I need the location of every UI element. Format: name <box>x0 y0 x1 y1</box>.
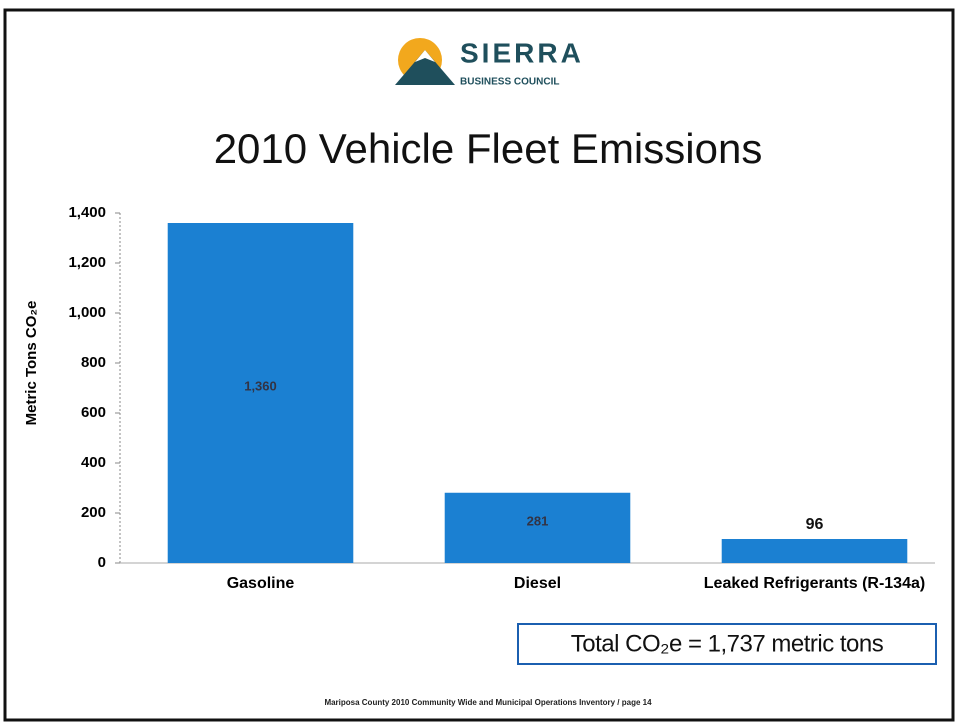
total-box <box>517 623 937 665</box>
value-label: 96 <box>806 516 824 533</box>
chart-title: 2010 Vehicle Fleet Emissions <box>214 125 763 172</box>
logo-subtitle: BUSINESS COUNCIL <box>460 77 559 88</box>
y-tick-label: 1,200 <box>68 254 106 271</box>
y-tick-label: 400 <box>81 454 106 471</box>
y-tick-label: 0 <box>98 554 106 571</box>
bar <box>721 539 908 563</box>
x-tick-label: Leaked Refrigerants (R-134a) <box>704 575 925 592</box>
value-label: 1,360 <box>244 378 277 393</box>
y-tick-label: 800 <box>81 354 106 371</box>
y-tick-label: 1,000 <box>68 304 106 321</box>
footer: Mariposa County 2010 Community Wide and … <box>324 698 652 707</box>
y-axis-label: Metric Tons CO₂e <box>23 301 40 426</box>
value-label: 281 <box>527 513 549 528</box>
logo-icon <box>395 38 455 85</box>
bar <box>444 492 631 563</box>
y-tick-label: 600 <box>81 404 106 421</box>
logo-name: SIERRA <box>460 37 584 68</box>
total-annotation: Total CO₂e = 1,737 metric tons <box>571 630 884 657</box>
y-tick-label: 1,400 <box>68 204 106 221</box>
x-tick-label: Diesel <box>514 575 561 592</box>
slide-frame <box>3 8 955 722</box>
bar <box>167 223 354 563</box>
x-tick-label: Gasoline <box>227 575 295 592</box>
y-tick-label: 200 <box>81 504 106 521</box>
